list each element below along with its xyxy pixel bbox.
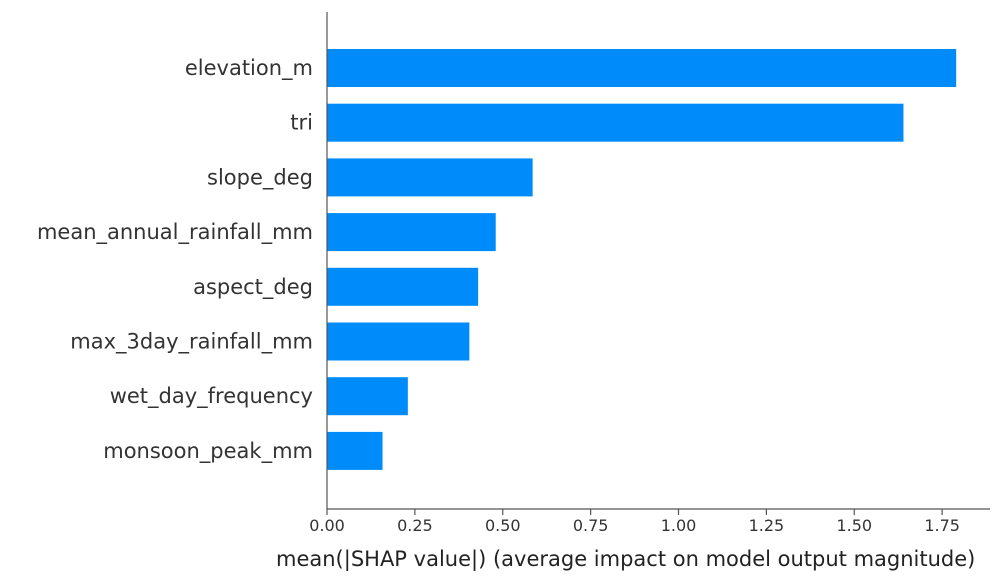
x-tick-label: 0.25 <box>397 516 433 535</box>
category-label: monsoon_peak_mm <box>103 439 313 464</box>
category-label: max_3day_rainfall_mm <box>70 330 313 355</box>
category-label: wet_day_frequency <box>110 384 313 409</box>
bar-aspect-deg <box>327 267 479 306</box>
bar-monsoon-peak-mm <box>327 431 383 470</box>
x-tick-label: 1.75 <box>924 516 960 535</box>
bar-mean-annual-rainfall-mm <box>327 213 496 252</box>
bar-group <box>327 49 957 470</box>
category-label: mean_annual_rainfall_mm <box>37 220 313 245</box>
x-tick-label: 1.25 <box>749 516 785 535</box>
x-tick-label: 1.00 <box>661 516 697 535</box>
x-tick-label: 0.00 <box>309 516 345 535</box>
x-tick-group: 0.00 0.25 0.50 0.75 1.00 1.25 1.50 1.75 <box>309 509 960 535</box>
bar-tri <box>327 103 904 142</box>
category-label: aspect_deg <box>193 275 313 300</box>
bar-slope-deg <box>327 158 533 197</box>
x-axis-title: mean(|SHAP value|) (average impact on mo… <box>276 547 975 572</box>
bar-max-3day-rainfall-mm <box>327 322 470 361</box>
x-tick-label: 0.75 <box>573 516 609 535</box>
category-label: slope_deg <box>207 165 313 190</box>
category-label: tri <box>290 111 313 135</box>
x-tick-label: 1.50 <box>836 516 872 535</box>
x-tick-label: 0.50 <box>485 516 521 535</box>
category-label: elevation_m <box>185 56 313 81</box>
bar-wet-day-frequency <box>327 377 408 416</box>
bar-elevation-m <box>327 49 957 87</box>
